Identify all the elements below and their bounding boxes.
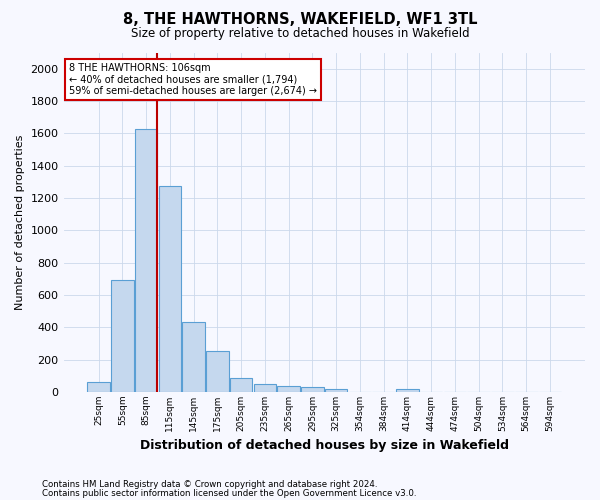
- Text: Contains public sector information licensed under the Open Government Licence v3: Contains public sector information licen…: [42, 488, 416, 498]
- Bar: [206, 351, 229, 392]
- Text: 8 THE HAWTHORNS: 106sqm
← 40% of detached houses are smaller (1,794)
59% of semi: 8 THE HAWTHORNS: 106sqm ← 40% of detache…: [69, 62, 317, 96]
- X-axis label: Distribution of detached houses by size in Wakefield: Distribution of detached houses by size …: [140, 440, 509, 452]
- Bar: [111, 280, 134, 392]
- Bar: [301, 388, 323, 392]
- Text: 8, THE HAWTHORNS, WAKEFIELD, WF1 3TL: 8, THE HAWTHORNS, WAKEFIELD, WF1 3TL: [123, 12, 477, 28]
- Y-axis label: Number of detached properties: Number of detached properties: [15, 134, 25, 310]
- Bar: [396, 389, 419, 392]
- Bar: [158, 186, 181, 392]
- Bar: [230, 378, 253, 392]
- Text: Size of property relative to detached houses in Wakefield: Size of property relative to detached ho…: [131, 28, 469, 40]
- Bar: [182, 322, 205, 392]
- Bar: [325, 389, 347, 392]
- Bar: [254, 384, 276, 392]
- Bar: [135, 130, 157, 392]
- Bar: [87, 382, 110, 392]
- Text: Contains HM Land Registry data © Crown copyright and database right 2024.: Contains HM Land Registry data © Crown c…: [42, 480, 377, 489]
- Bar: [277, 386, 300, 392]
